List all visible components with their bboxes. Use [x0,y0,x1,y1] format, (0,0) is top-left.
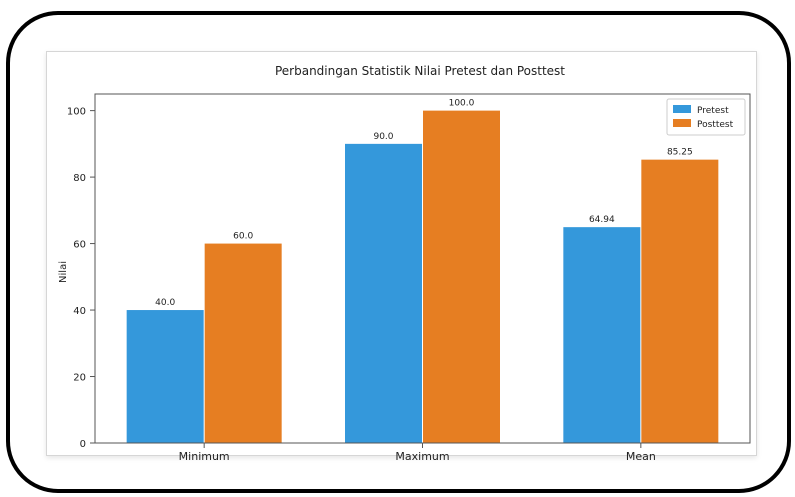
bars-group [126,110,719,443]
legend-swatch-pretest [673,105,691,113]
chart-title: Perbandingan Statistik Nilai Pretest dan… [275,64,565,78]
x-tick-label: Minimum [179,450,230,463]
y-tick-label: 40 [73,306,86,317]
x-axis: Minimum Maximum Mean [179,443,656,463]
bar-pretest-maximum [345,143,422,443]
data-label: 100.0 [449,99,475,109]
y-tick-label: 80 [73,173,86,184]
data-label: 40.0 [155,298,175,308]
bar-pretest-minimum [126,310,204,443]
bar-posttest-maximum [423,110,500,443]
data-label: 60.0 [233,232,253,242]
y-tick-label: 100 [67,107,86,118]
y-tick-label: 20 [73,373,86,384]
legend-swatch-posttest [673,119,691,127]
legend: Pretest Posttest [666,98,746,136]
data-label: 85.25 [667,148,693,158]
bar-pretest-mean [563,227,641,443]
x-tick-label: Maximum [395,450,449,463]
bar-posttest-minimum [204,243,282,443]
y-tick-label: 0 [80,439,86,450]
y-axis-label: Nilai [58,261,69,283]
data-label: 64.94 [589,215,615,225]
legend-label-pretest: Pretest [697,106,729,116]
y-axis: 0 20 40 60 80 100 [67,107,95,450]
y-tick-label: 60 [73,240,86,251]
x-tick-label: Mean [626,450,656,463]
bar-posttest-mean [641,159,719,443]
legend-label-posttest: Posttest [697,120,734,130]
data-label: 90.0 [373,132,393,142]
value-labels-group: 40.0 60.0 90.0 100.0 64.94 85.25 [155,99,693,308]
